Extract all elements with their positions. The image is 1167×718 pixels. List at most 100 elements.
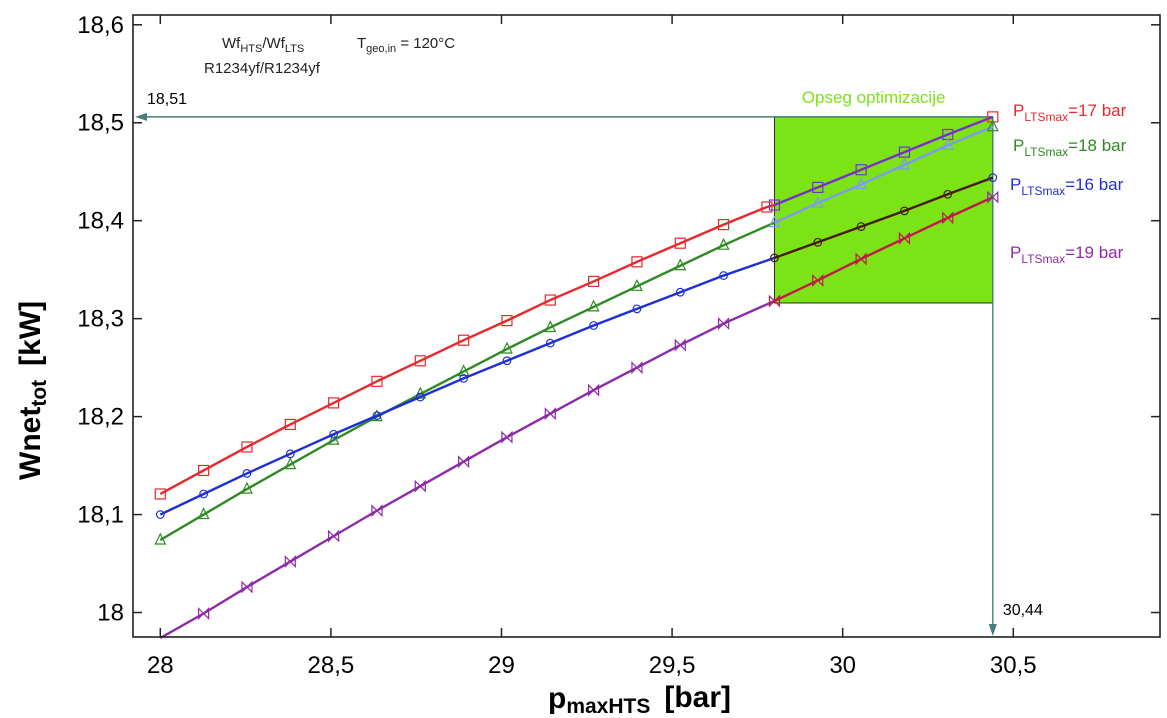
x-tick-labels: 28 28,5 29 29,5 30 30,5 <box>147 652 1037 679</box>
data-point-marker <box>588 275 600 288</box>
series-line-in-region <box>773 196 994 303</box>
x-tick-label: 29 <box>488 652 515 679</box>
data-point-marker <box>501 315 513 327</box>
tick-marks <box>133 15 1160 637</box>
y-value-marker-label: 18,51 <box>147 91 187 108</box>
legend-suffix: =18 bar <box>1068 136 1126 155</box>
data-point-marker <box>372 411 382 421</box>
data-point-marker <box>587 299 600 312</box>
plot-frame <box>132 14 1161 638</box>
legend-item-18: PLTSmax=18 bar <box>1013 136 1127 159</box>
data-point-marker <box>198 607 210 620</box>
data-point-marker <box>589 321 599 330</box>
series-line-in-region <box>774 176 994 260</box>
legend-prefix: P <box>1013 101 1024 120</box>
data-point-marker <box>285 449 295 459</box>
legend-item-16: PLTSmax=16 bar <box>1010 175 1124 198</box>
x-axis-title-main: p <box>548 682 566 715</box>
x-axis-title-unit: [bar] <box>664 681 731 714</box>
fluid-annotation: WfHTS/WfLTS <box>222 35 304 55</box>
temperature-annotation: Tgeo,in = 120°C <box>357 35 455 55</box>
data-point-marker <box>328 397 340 409</box>
data-point-marker <box>414 479 426 493</box>
data-point-marker <box>812 181 824 193</box>
data-point-marker <box>988 173 998 183</box>
series-19 <box>159 190 999 640</box>
data-point-marker <box>718 317 730 330</box>
data-point-marker <box>458 334 470 346</box>
data-point-marker <box>675 287 685 297</box>
data-point-marker <box>327 432 340 445</box>
x-tick-label: 29,5 <box>649 652 696 679</box>
data-point-marker <box>674 237 686 249</box>
data-point-marker <box>199 489 209 499</box>
y-tick-label: 18,3 <box>77 306 124 333</box>
temp-sub: geo,in <box>366 43 396 55</box>
data-point-marker <box>240 481 253 494</box>
data-point-marker <box>768 294 781 308</box>
fluid-sep: /Wf <box>262 35 285 52</box>
data-point-marker <box>768 199 781 211</box>
legend-sub: LTSmax <box>1024 110 1068 124</box>
data-point-marker <box>632 304 642 314</box>
data-point-marker <box>761 201 773 213</box>
data-point-marker <box>941 137 954 150</box>
y-tick-label: 18 <box>97 600 124 627</box>
y-tick-label: 18,2 <box>77 404 124 431</box>
series-line <box>159 203 775 496</box>
data-point-marker <box>674 338 686 352</box>
y-reference-arrowhead <box>135 112 147 121</box>
data-point-marker <box>284 555 296 569</box>
data-point-marker <box>719 271 729 280</box>
data-point-marker <box>900 206 909 216</box>
data-point-marker <box>630 278 643 291</box>
data-point-marker <box>415 392 425 402</box>
data-point-marker <box>813 237 823 247</box>
data-point-marker <box>544 320 557 333</box>
temp-value: = 120°C <box>396 35 455 52</box>
x-reference-arrowhead <box>988 624 997 636</box>
legend-item-19: PLTSmax=19 bar <box>1010 243 1124 266</box>
data-point-marker <box>197 507 210 520</box>
data-point-marker <box>942 211 954 225</box>
legend-prefix: P <box>1010 243 1021 262</box>
series-line-in-region <box>773 115 994 207</box>
data-point-marker <box>987 190 999 204</box>
temp-label: T <box>357 35 366 52</box>
optimization-region <box>773 116 994 304</box>
data-point-marker <box>545 338 555 348</box>
optimization-region-label: Opseg optimizacije <box>802 88 946 107</box>
y-axis-title-unit: [kW] <box>14 301 47 366</box>
legend-suffix: =17 bar <box>1068 101 1126 120</box>
y-tick-labels: 18 18,1 18,2 18,3 18,4 18,5 18,6 <box>77 12 124 627</box>
legend-item-17: PLTSmax=17 bar <box>1013 101 1127 124</box>
fluid-sub-1: HTS <box>240 43 262 55</box>
data-point-marker <box>717 237 730 250</box>
data-point-marker <box>943 189 953 199</box>
reference-lines <box>135 112 997 636</box>
data-point-marker <box>371 375 383 387</box>
data-point-marker <box>674 258 687 271</box>
data-point-marker <box>588 383 600 397</box>
data-point-marker <box>414 355 426 367</box>
x-value-marker-label: 30,44 <box>1003 602 1043 619</box>
data-point-marker <box>856 222 866 231</box>
data-point-marker <box>544 294 556 306</box>
series-17 <box>154 111 999 500</box>
y-tick-label: 18,4 <box>77 208 124 235</box>
data-point-marker <box>631 256 643 268</box>
y-axis-title-sub: tot <box>28 380 51 407</box>
data-point-marker <box>284 418 296 431</box>
series-layer <box>154 111 999 640</box>
data-point-marker <box>371 504 383 518</box>
data-point-marker <box>768 215 781 228</box>
y-axis-title-main: Wnet <box>14 407 47 480</box>
data-point-marker <box>284 457 297 470</box>
y-tick-label: 18,5 <box>77 110 124 137</box>
y-tick-label: 18,6 <box>77 12 124 39</box>
data-point-marker <box>154 532 167 545</box>
legend-sub: LTSmax <box>1024 145 1068 159</box>
data-point-marker <box>898 231 911 245</box>
data-point-marker <box>242 469 252 478</box>
